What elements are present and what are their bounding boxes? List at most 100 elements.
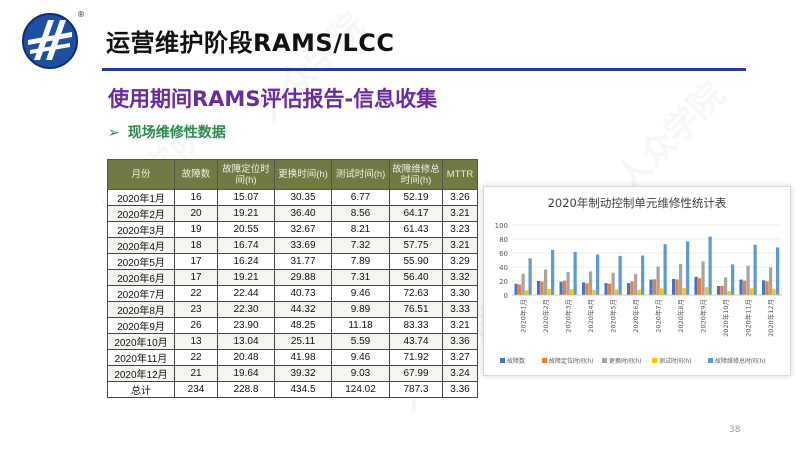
table-cell: 3.32 <box>442 269 478 286</box>
table-row: 2020年10月 13 13.04 25.11 5.59 43.74 3.36 <box>107 333 478 350</box>
bar <box>543 269 548 295</box>
table-cell: 20 <box>174 205 218 222</box>
bar <box>611 272 615 295</box>
table-cell: 3.33 <box>442 301 478 318</box>
bar <box>723 277 728 295</box>
bar <box>630 281 634 295</box>
bar <box>596 254 600 295</box>
bar <box>663 244 667 295</box>
maintenance-table: 月份 故障数 故障定位时间(h) 更换时间(h) 测试时间(h) 故障维修总时间… <box>107 159 478 398</box>
table-cell: 55.90 <box>389 253 443 270</box>
table-cell: 3.21 <box>442 317 478 334</box>
table-cell: 19.21 <box>217 269 275 286</box>
table-cell: 11.18 <box>331 317 390 334</box>
col-header-total-time: 故障维修总时间(h) <box>389 159 443 190</box>
table-cell: 44.32 <box>274 301 332 318</box>
bar <box>739 279 743 295</box>
legend-swatch <box>708 358 713 363</box>
legend-label: 测试时间(h) <box>659 357 692 365</box>
table-cell: 76.51 <box>389 301 443 318</box>
bar <box>551 250 555 295</box>
table-cell: 434.5 <box>274 381 332 398</box>
table-row: 2020年12月 21 19.64 39.32 9.03 67.99 3.24 <box>107 365 478 382</box>
bar <box>514 283 518 295</box>
col-header-test-time: 测试时间(h) <box>331 159 390 190</box>
table-cell: 16.24 <box>217 253 275 270</box>
x-tick-label: 2020年4月 <box>586 299 595 333</box>
bar <box>716 285 721 295</box>
bar <box>701 261 705 295</box>
arrow-bullet-icon: ➢ <box>108 125 120 141</box>
table-cell: 7.31 <box>331 269 390 286</box>
col-header-failures: 故障数 <box>174 159 218 190</box>
watermark: 人众学院 <box>608 74 733 200</box>
bar <box>540 281 544 295</box>
page-title: 运营维护阶段RAMS/LCC <box>106 29 395 57</box>
bar <box>686 241 690 295</box>
y-tick-label: 20 <box>499 278 508 286</box>
table-cell: 26 <box>174 317 218 334</box>
table-cell: 22.30 <box>217 301 275 318</box>
bar <box>559 281 563 295</box>
x-tick-label: 2020年8月 <box>676 299 685 333</box>
table-row: 2020年6月 17 19.21 29.88 7.31 56.40 3.32 <box>107 269 478 286</box>
table-cell: 36.40 <box>274 205 332 222</box>
x-tick-label: 2020年9月 <box>699 299 708 333</box>
table-cell: 3.29 <box>442 253 478 270</box>
table-cell: 2020年4月 <box>107 237 175 254</box>
x-tick-label: 2020年2月 <box>541 299 550 333</box>
table-cell: 9.89 <box>331 301 390 318</box>
legend-swatch <box>652 358 657 363</box>
col-header-mttr: MTTR <box>442 159 478 190</box>
section-heading: ➢ 现场维修性数据 <box>108 122 226 142</box>
x-tick-label: 2020年5月 <box>609 299 618 333</box>
table-cell: 2020年10月 <box>107 333 175 350</box>
y-tick-label: 40 <box>499 264 508 272</box>
y-tick-label: 100 <box>495 222 508 230</box>
table-cell: 57.75 <box>389 237 443 254</box>
table-cell: 64.17 <box>389 205 443 222</box>
bar <box>570 289 574 295</box>
table-cell: 32.67 <box>274 221 332 238</box>
table-cell: 33.69 <box>274 237 332 254</box>
table-cell: 2020年6月 <box>107 269 175 286</box>
table-cell: 19.64 <box>217 365 275 382</box>
table-cell: 56.40 <box>389 269 443 286</box>
table-cell: 23 <box>174 301 218 318</box>
bar <box>660 288 664 295</box>
chart-svg: 2020年制动控制单元维修性统计表 0 20 40 60 80 100 2020年1月 2020… <box>495 196 782 365</box>
bar <box>547 289 551 295</box>
bar <box>768 267 773 295</box>
bar <box>618 255 622 295</box>
legend-swatch <box>500 358 505 363</box>
table-cell: 19.21 <box>217 205 275 222</box>
table-cell: 22 <box>174 349 218 366</box>
table-cell: 3.26 <box>442 189 478 206</box>
table-row: 2020年1月 16 15.07 30.35 6.77 52.19 3.26 <box>107 189 478 206</box>
x-tick-label: 2020年3月 <box>564 299 573 333</box>
table-cell: 228.8 <box>217 381 275 398</box>
legend-label: 故障定位时间(h) <box>549 357 594 365</box>
table-cell: 2020年5月 <box>107 253 175 270</box>
bar <box>573 251 577 295</box>
table-row: 2020年9月 26 23.90 48.25 11.18 83.33 3.21 <box>107 317 478 334</box>
legend-swatch <box>542 358 547 363</box>
bar <box>652 279 657 295</box>
table-cell: 8.56 <box>331 205 390 222</box>
table-cell: 19 <box>174 221 218 238</box>
bar <box>633 274 638 295</box>
bar <box>727 291 731 295</box>
table-row: 总计 234 228.8 434.5 124.02 787.3 3.36 <box>107 381 478 398</box>
y-tick-label: 0 <box>504 292 508 300</box>
bar <box>581 282 586 295</box>
legend-swatch <box>602 358 607 363</box>
bar <box>607 283 612 295</box>
table-cell: 3.24 <box>442 365 478 382</box>
bar <box>765 281 769 295</box>
table-cell: 6.77 <box>331 189 390 206</box>
table-cell: 2020年8月 <box>107 301 175 318</box>
table-cell: 72.63 <box>389 285 443 302</box>
table-cell: 3.36 <box>442 381 478 398</box>
page-number: 38 <box>729 425 741 435</box>
y-tick-label: 80 <box>499 236 508 244</box>
